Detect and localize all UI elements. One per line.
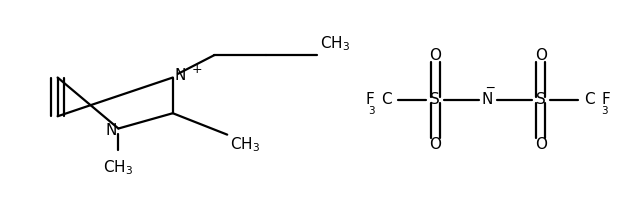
Text: N: N — [175, 68, 186, 83]
Text: N: N — [482, 92, 493, 108]
Text: C: C — [584, 92, 595, 108]
Text: CH$_3$: CH$_3$ — [230, 136, 260, 154]
Text: 3: 3 — [602, 106, 608, 116]
Text: S: S — [536, 92, 546, 108]
Text: O: O — [535, 137, 547, 152]
Text: F: F — [602, 92, 611, 108]
Text: CH$_3$: CH$_3$ — [103, 158, 134, 177]
Text: ─: ─ — [486, 82, 494, 95]
Text: F: F — [365, 92, 374, 108]
Text: +: + — [192, 63, 203, 76]
Text: N: N — [106, 123, 117, 138]
Text: O: O — [429, 137, 441, 152]
Text: 3: 3 — [368, 106, 374, 116]
Text: O: O — [429, 48, 441, 63]
Text: S: S — [430, 92, 440, 108]
Text: CH$_3$: CH$_3$ — [320, 34, 350, 53]
Text: O: O — [535, 48, 547, 63]
Text: C: C — [381, 92, 392, 108]
